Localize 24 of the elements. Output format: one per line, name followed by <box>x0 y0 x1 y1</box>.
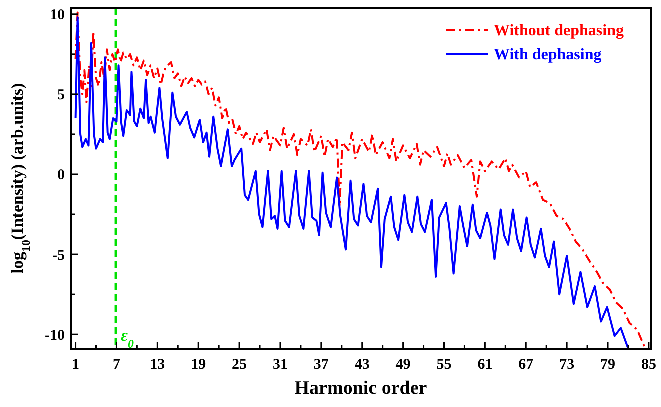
x-tick-label: 73 <box>560 357 575 373</box>
x-tick-label: 49 <box>396 357 411 373</box>
x-tick-label: 31 <box>272 357 288 373</box>
x-tick-label: 79 <box>600 357 616 373</box>
x-tick-label: 37 <box>314 357 330 373</box>
x-tick-label: 61 <box>478 357 493 373</box>
legend-label: Without dephasing <box>494 22 624 40</box>
x-tick-label: 1 <box>72 357 80 373</box>
ref-line-label: ε$_{0}$ <box>121 326 134 351</box>
y-tick-label: -10 <box>45 328 65 344</box>
y-tick-label: 10 <box>50 8 65 24</box>
x-tick-label: 85 <box>641 357 656 373</box>
x-axis-title: Harmonic order <box>294 378 428 399</box>
x-tick-label: 55 <box>436 357 452 373</box>
x-tick-label: 43 <box>354 357 370 373</box>
x-tick-label: 13 <box>150 357 166 373</box>
x-tick-label: 67 <box>518 357 534 373</box>
legend-label: With dephasing <box>494 46 602 64</box>
y-tick-label: 5 <box>58 88 65 104</box>
x-tick-label: 19 <box>191 357 206 373</box>
y-tick-label: -5 <box>52 248 65 264</box>
x-tick-label: 7 <box>112 357 121 373</box>
y-tick-label: 0 <box>58 168 65 184</box>
x-tick-label: 25 <box>232 357 248 373</box>
